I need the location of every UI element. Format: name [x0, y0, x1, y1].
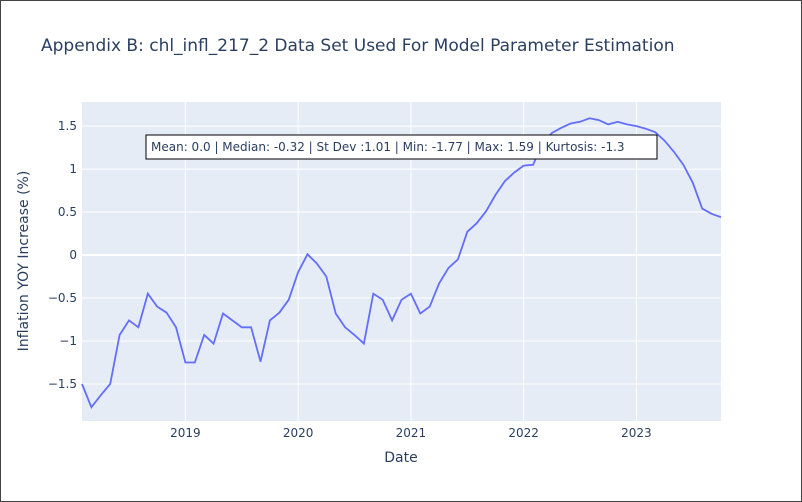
- y-tick-label: −1: [59, 334, 77, 348]
- chart-title: Appendix B: chl_infl_217_2 Data Set Used…: [41, 36, 675, 56]
- y-tick-label: 1.5: [58, 119, 77, 133]
- y-tick-label: −0.5: [48, 291, 77, 305]
- x-tick-label: 2019: [170, 426, 201, 440]
- x-axis-ticks: 2019 2020 2021 2022 2023: [170, 426, 652, 440]
- x-tick-label: 2021: [396, 426, 427, 440]
- stats-annotation-text: Mean: 0.0 | Median: -0.32 | St Dev :1.01…: [151, 140, 625, 154]
- y-tick-label: −1.5: [48, 377, 77, 391]
- stats-annotation: Mean: 0.0 | Median: -0.32 | St Dev :1.01…: [145, 134, 658, 160]
- y-axis-ticks: −1.5 −1 −0.5 0 0.5 1 1.5: [48, 119, 77, 391]
- x-axis-title: Date: [384, 450, 417, 466]
- y-tick-label: 1: [69, 162, 77, 176]
- inflation-line: [81, 117, 722, 409]
- y-tick-label: 0: [69, 248, 77, 262]
- x-tick-label: 2022: [508, 426, 539, 440]
- y-axis-title: Inflation YOY Increase (%): [16, 171, 32, 352]
- x-tick-label: 2020: [283, 426, 314, 440]
- stats-annotation-box: [145, 134, 658, 160]
- x-tick-label: 2023: [621, 426, 652, 440]
- y-tick-label: 0.5: [58, 205, 77, 219]
